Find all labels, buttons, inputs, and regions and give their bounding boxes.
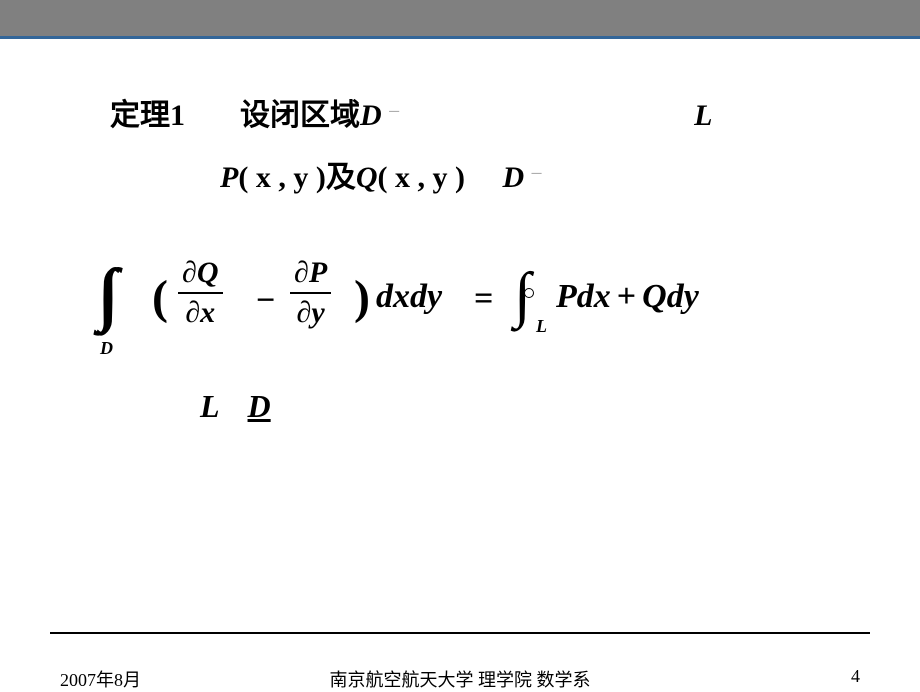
partial-icon: ∂ (294, 256, 309, 289)
fraction-bar-icon (178, 292, 223, 294)
frac1-num-var: Q (197, 256, 219, 289)
l-d-line: LD (200, 388, 271, 425)
fraction-dpdy: ∂P ∂y (290, 256, 331, 330)
lparen: ( (152, 270, 168, 325)
fraction-dqdx: ∂Q ∂x (178, 256, 223, 330)
equals-sign: = (474, 280, 493, 318)
and-text: 及 (326, 161, 356, 194)
bottom-rule (50, 632, 870, 634)
rhs-dy: dy (667, 278, 699, 315)
rhs-Q: Q (642, 278, 667, 315)
tiny-mark-1: — (389, 106, 399, 117)
partial-icon: ∂ (297, 296, 312, 329)
frac2-den-var: y (311, 296, 324, 329)
theorem-text: 设闭区域 (240, 99, 360, 132)
rparen: ) (354, 270, 370, 325)
args-1: ( x , y ) (238, 161, 325, 194)
theorem-heading: 定理1 设闭区域D — L (110, 90, 860, 134)
footer-page-number: 4 (851, 666, 860, 687)
fraction-bar-icon (290, 292, 331, 294)
tiny-mark-2: — (532, 168, 542, 179)
symbol-D-underline: D (248, 388, 271, 424)
symbol-L: L (200, 388, 220, 424)
partial-icon: ∂ (185, 296, 200, 329)
boundary-L: L (694, 99, 712, 132)
slide-content: 定理1 设闭区域D — L P( x , y )及Q( x , y ) D — (0, 80, 920, 196)
theorem-label: 定理1 (110, 99, 185, 132)
line-integral-sub: L (536, 316, 547, 337)
rhs-P: P (556, 278, 577, 315)
minus-sign: − (256, 282, 275, 320)
double-integral-sub: D (100, 338, 113, 359)
func-P: P (220, 161, 238, 194)
functions-line: P( x , y )及Q( x , y ) D — (220, 152, 860, 196)
partial-icon: ∂ (182, 256, 197, 289)
args-2: ( x , y ) (377, 161, 464, 194)
closed-loop-icon (524, 288, 534, 298)
frac2-num-var: P (309, 256, 327, 289)
rhs-expression: Pdx+Qdy (556, 278, 699, 316)
dxdy: dxdy (376, 278, 442, 316)
rhs-dx: dx (577, 278, 611, 315)
footer-affiliation: 南京航空航天大学 理学院 数学系 (0, 666, 920, 692)
frac1-den-var: x (200, 296, 215, 329)
region-D: D (360, 99, 382, 132)
top-accent-line (0, 36, 920, 39)
region-D-2: D (502, 161, 524, 194)
top-bar (0, 0, 920, 36)
greens-formula: ∫∫ D ( ∂Q ∂x − ∂P ∂y ) dxdy = ∫ L Pdx+Qd… (100, 260, 800, 380)
func-Q: Q (356, 161, 378, 194)
plus-sign: + (611, 278, 642, 315)
